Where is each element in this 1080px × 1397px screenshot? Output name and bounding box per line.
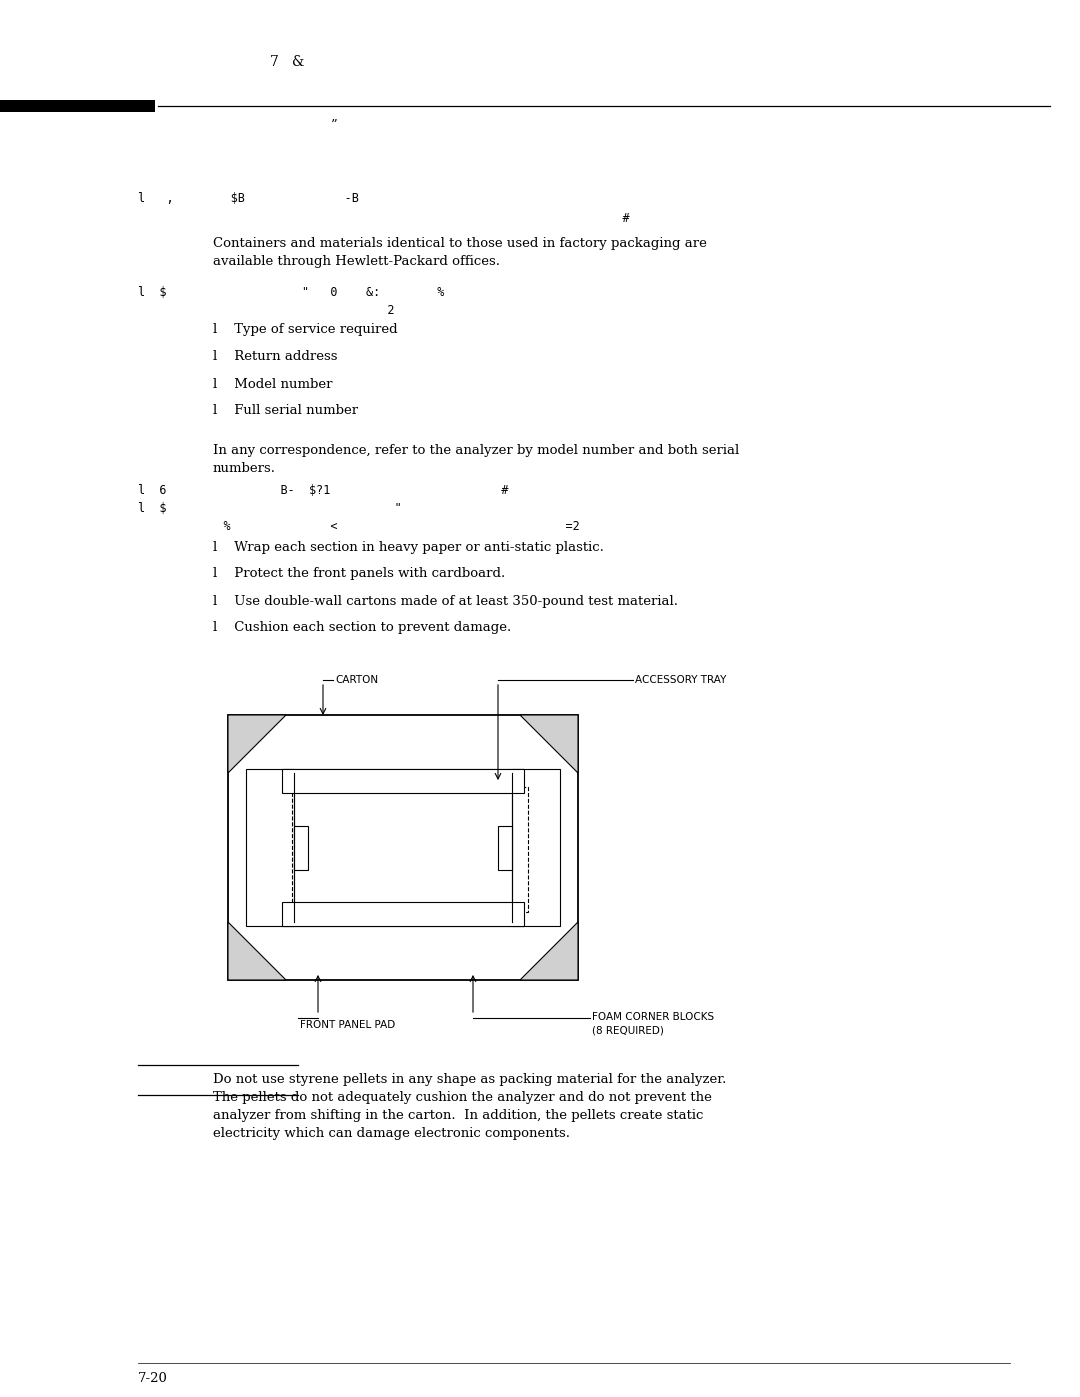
Bar: [512, 768, 561, 926]
Bar: [282, 768, 524, 793]
Bar: [0, 101, 156, 112]
Text: In any correspondence, refer to the analyzer by model number and both serial
num: In any correspondence, refer to the anal…: [213, 444, 739, 475]
Polygon shape: [519, 715, 578, 773]
Text: ”: ”: [330, 119, 337, 131]
Bar: [228, 715, 578, 981]
Polygon shape: [519, 922, 578, 981]
Polygon shape: [228, 715, 286, 773]
Text: 7   &: 7 &: [270, 54, 305, 68]
Text: l  $                                ": l $ ": [138, 503, 402, 515]
Text: Do not use styrene pellets in any shape as packing material for the analyzer.
Th: Do not use styrene pellets in any shape …: [213, 1073, 727, 1140]
Text: l    Full serial number: l Full serial number: [213, 405, 359, 418]
Text: l    Protect the front panels with cardboard.: l Protect the front panels with cardboar…: [213, 567, 505, 581]
Text: #: #: [138, 211, 630, 225]
Bar: [498, 826, 512, 869]
Polygon shape: [228, 922, 286, 981]
Text: l    Wrap each section in heavy paper or anti-static plastic.: l Wrap each section in heavy paper or an…: [213, 541, 604, 553]
Text: l  $                   "   0    &:        %: l $ " 0 &: %: [138, 286, 444, 299]
Bar: [246, 768, 294, 926]
Text: l    Cushion each section to prevent damage.: l Cushion each section to prevent damage…: [213, 622, 511, 634]
Bar: [282, 902, 524, 926]
Text: FOAM CORNER BLOCKS
(8 REQUIRED): FOAM CORNER BLOCKS (8 REQUIRED): [592, 1011, 714, 1035]
Text: l  6                B-  $?1                        #: l 6 B- $?1 #: [138, 483, 509, 496]
Text: 7-20: 7-20: [138, 1372, 167, 1384]
Text: l    Model number: l Model number: [213, 377, 333, 391]
Text: l   ,        $B              -B: l , $B -B: [138, 191, 359, 204]
Text: l    Type of service required: l Type of service required: [213, 324, 397, 337]
Bar: [292, 787, 528, 912]
Bar: [294, 826, 308, 869]
Text: 2: 2: [138, 305, 394, 317]
Text: CARTON: CARTON: [335, 675, 378, 685]
Text: FRONT PANEL PAD: FRONT PANEL PAD: [300, 1020, 395, 1030]
Text: Containers and materials identical to those used in factory packaging are
availa: Containers and materials identical to th…: [213, 237, 707, 268]
Text: l    Return address: l Return address: [213, 351, 337, 363]
Text: l    Use double-wall cartons made of at least 350-pound test material.: l Use double-wall cartons made of at lea…: [213, 595, 678, 608]
Bar: [282, 768, 524, 791]
Text: %              <                                =2: % < =2: [138, 521, 580, 534]
Text: ACCESSORY TRAY: ACCESSORY TRAY: [635, 675, 727, 685]
Bar: [282, 904, 524, 926]
